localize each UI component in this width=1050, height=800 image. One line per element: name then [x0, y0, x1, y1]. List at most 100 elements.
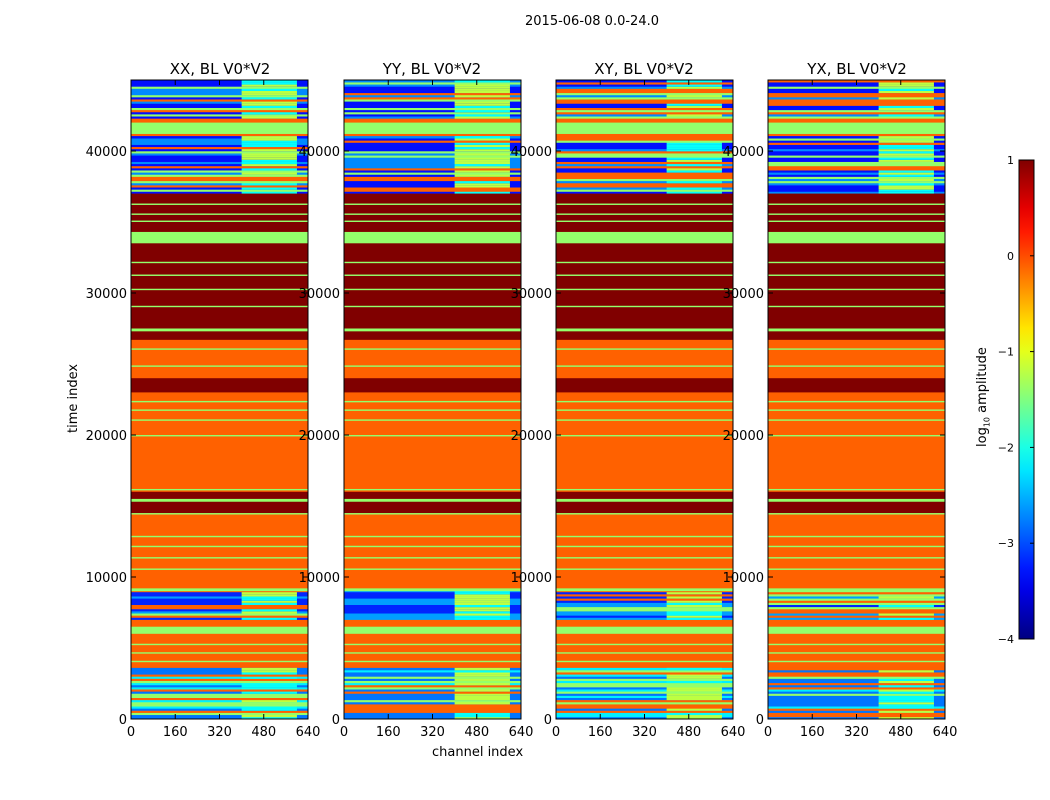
x-tick-label: 160	[588, 725, 613, 740]
heatmap-row	[344, 107, 521, 111]
heatmap-row	[131, 613, 308, 616]
heatmap-row-bright-channels	[666, 602, 722, 605]
heatmap-row	[768, 602, 945, 605]
heatmap-row	[344, 163, 521, 167]
heatmap-row	[131, 608, 308, 612]
heatmap-band	[556, 378, 733, 393]
heatmap-row-bright-channels	[454, 591, 510, 595]
heatmap-band	[344, 513, 521, 515]
heatmap-row	[131, 136, 308, 139]
heatmap-row	[556, 111, 733, 115]
heatmap-band	[556, 488, 733, 491]
heatmap-row-bright-channels	[454, 608, 510, 612]
heatmap-row-bright-channels	[454, 170, 510, 173]
heatmap-band	[131, 535, 308, 538]
heatmap-band	[344, 435, 521, 437]
heatmap-row	[768, 97, 945, 100]
heatmap-row	[131, 701, 308, 705]
heatmap-row	[556, 604, 733, 608]
heatmap-row	[768, 107, 945, 111]
heatmap-row-bright-channels	[454, 689, 510, 692]
heatmap-row	[768, 140, 945, 143]
heatmap-row	[344, 672, 521, 675]
heatmap-band	[556, 660, 733, 663]
heatmap-row-bright-channels	[241, 103, 297, 106]
heatmap-band	[768, 305, 945, 308]
x-tick-label: 640	[933, 725, 958, 740]
heatmap-band	[768, 409, 945, 411]
heatmap-row	[768, 608, 945, 612]
heatmap-band	[131, 545, 308, 548]
x-tick-label: 0	[340, 725, 348, 740]
heatmap-row-bright-channels	[878, 716, 934, 720]
heatmap-row	[556, 161, 733, 165]
heatmap-band	[556, 491, 733, 514]
heatmap-row-bright-channels	[454, 606, 510, 610]
heatmap-row	[768, 178, 945, 182]
heatmap-row	[131, 712, 308, 716]
colorbar-tick-label: −4	[998, 633, 1014, 646]
heatmap-row-bright-channels	[241, 706, 297, 709]
heatmap-row	[344, 594, 521, 597]
y-tick-label: 30000	[723, 287, 764, 302]
heatmap-band	[131, 491, 308, 514]
heatmap-row-bright-channels	[878, 84, 934, 87]
heatmap-band	[768, 288, 945, 291]
heatmap-row	[768, 84, 945, 87]
heatmap-row-bright-channels	[878, 107, 934, 111]
heatmap-row	[131, 153, 308, 156]
heatmap-row	[556, 191, 733, 194]
heatmap-band	[556, 652, 733, 654]
heatmap-row	[344, 684, 521, 688]
heatmap-row-bright-channels	[241, 144, 297, 148]
heatmap-row-bright-channels	[241, 136, 297, 139]
heatmap-row	[768, 153, 945, 156]
y-tick-label: 30000	[86, 287, 127, 302]
heatmap-row-bright-channels	[878, 178, 934, 182]
heatmap-band	[131, 626, 308, 634]
heatmap-row	[344, 116, 521, 119]
heatmap-band	[768, 545, 945, 548]
heatmap-row-bright-channels	[454, 116, 510, 119]
heatmap-band	[344, 491, 521, 514]
heatmap-row	[344, 710, 521, 713]
heatmap-row-bright-channels	[241, 159, 297, 162]
heatmap-row	[556, 710, 733, 713]
heatmap-row	[344, 697, 521, 701]
heatmap-row	[556, 611, 733, 614]
heatmap-row	[556, 170, 733, 173]
heatmap-row-bright-channels	[241, 97, 297, 100]
y-tick-label: 40000	[511, 145, 552, 160]
heatmap-band	[131, 588, 308, 592]
heatmap-band	[131, 274, 308, 276]
heatmap-row-bright-channels	[241, 163, 297, 167]
heatmap-row-bright-channels	[666, 86, 722, 89]
heatmap-row	[556, 176, 733, 179]
heatmap-band	[768, 626, 945, 634]
heatmap-row	[768, 617, 945, 620]
heatmap-row-bright-channels	[454, 693, 510, 696]
heatmap-band	[768, 231, 945, 244]
heatmap-row	[131, 667, 308, 671]
x-tick-label: 160	[163, 725, 188, 740]
heatmap-row-bright-channels	[666, 604, 722, 608]
heatmap-row-bright-channels	[666, 708, 722, 711]
heatmap-row-bright-channels	[454, 174, 510, 177]
heatmap-row	[131, 84, 308, 87]
heatmap-band	[344, 348, 521, 350]
heatmap-row	[556, 157, 733, 160]
heatmap-row-bright-channels	[878, 680, 934, 684]
heatmap-row	[768, 172, 945, 175]
heatmap-row	[344, 172, 521, 175]
heatmap-row-bright-channels	[241, 182, 297, 186]
heatmap-row-bright-channels	[454, 161, 510, 165]
heatmap-row	[344, 682, 521, 686]
heatmap-band	[556, 557, 733, 559]
heatmap-row	[768, 594, 945, 597]
heatmap-row	[344, 187, 521, 190]
y-tick-label: 30000	[299, 287, 340, 302]
heatmap-band	[344, 409, 521, 411]
heatmap-row	[131, 176, 308, 179]
heatmap-row	[131, 594, 308, 597]
heatmap-row	[556, 86, 733, 89]
